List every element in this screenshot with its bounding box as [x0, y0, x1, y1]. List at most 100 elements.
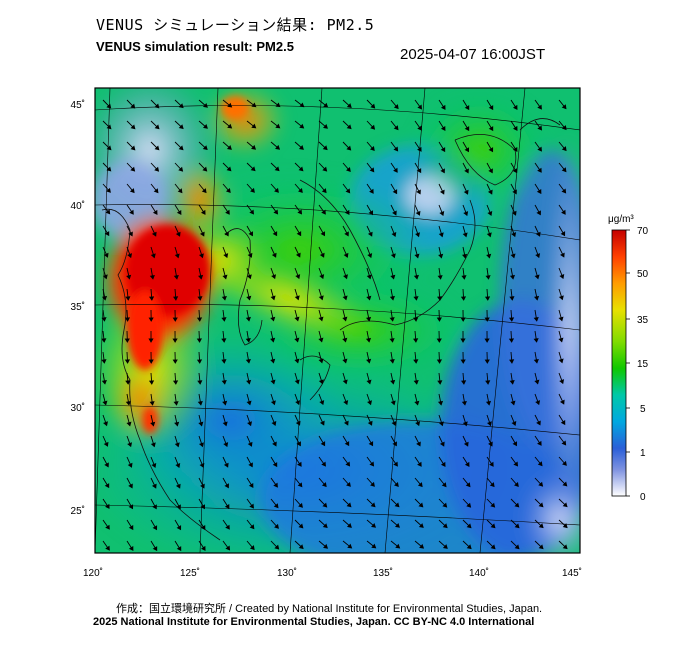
- wind-arrow-head: [202, 166, 208, 172]
- wind-arrow-head: [152, 525, 158, 531]
- wind-arrow-head: [246, 274, 252, 280]
- wind-arrow-head: [514, 523, 520, 529]
- wind-arrow-head: [369, 146, 375, 151]
- wind-arrow-head: [323, 102, 329, 108]
- wind-arrow-head: [489, 482, 495, 488]
- wind-arrow-head: [295, 420, 301, 426]
- wind-arrow-head: [274, 523, 279, 529]
- wind-arrow-head: [366, 295, 372, 301]
- wind-arrow-head: [197, 296, 203, 301]
- wind-arrow-head: [246, 295, 252, 301]
- wind-arrow-head: [148, 359, 154, 364]
- wind-arrow-head: [172, 359, 178, 364]
- wind-arrow-head: [198, 442, 204, 448]
- wind-arrow-head: [416, 189, 421, 195]
- wind-arrow-head: [294, 316, 300, 322]
- wind-arrow-head: [533, 358, 539, 364]
- wind-arrow-head: [419, 543, 425, 549]
- wind-arrow-head: [418, 502, 424, 508]
- wind-arrow-head: [460, 338, 466, 343]
- wind-arrow-head: [560, 252, 565, 258]
- wind-arrow-head: [202, 124, 208, 129]
- wind-arrow-head: [394, 481, 399, 487]
- wind-arrow-head: [105, 503, 110, 509]
- wind-arrow-head: [440, 461, 446, 467]
- wind-arrow-head: [346, 481, 351, 487]
- wind-arrow-head: [271, 420, 277, 426]
- wind-arrow-head: [101, 379, 107, 385]
- wind-arrow-head: [104, 231, 110, 237]
- wind-arrow-head: [392, 210, 397, 216]
- wind-arrow-head: [275, 102, 281, 108]
- wind-arrow-head: [394, 502, 400, 508]
- wind-arrow-head: [248, 482, 254, 489]
- wind-arrow-head: [514, 502, 520, 508]
- wind-arrow-head: [199, 231, 205, 237]
- wind-arrow-head: [413, 359, 419, 364]
- wind-arrow-head: [172, 380, 179, 385]
- wind-arrow-head: [438, 421, 444, 427]
- wind-arrow-head: [103, 441, 109, 447]
- wind-arrow-head: [561, 104, 567, 110]
- wind-arrow-head: [126, 421, 132, 427]
- wind-arrow-head: [221, 338, 227, 343]
- wind-arrow-head: [101, 317, 107, 322]
- wind-arrow-head: [536, 188, 542, 195]
- coastlines: [101, 118, 561, 541]
- wind-arrow-head: [154, 145, 160, 151]
- wind-arrow-head: [126, 274, 132, 280]
- wind-arrow-head: [440, 125, 446, 131]
- wind-arrow-head: [489, 461, 494, 467]
- wind-arrow-head: [484, 359, 490, 364]
- wind-arrow-head: [294, 379, 300, 385]
- lon-tick-label: 145˚: [562, 567, 582, 579]
- wind-arrow-head: [514, 544, 520, 550]
- wind-arrow-head: [438, 232, 444, 238]
- wind-arrow-head: [413, 317, 419, 322]
- wind-arrow-head: [128, 483, 133, 489]
- wind-arrow-head: [466, 523, 472, 529]
- wind-arrow-head: [371, 522, 377, 528]
- wind-arrow-head: [509, 274, 515, 280]
- wind-arrow-head: [125, 296, 131, 301]
- colorbar-label: 50: [637, 269, 649, 280]
- wind-arrow-head: [130, 145, 136, 151]
- wind-arrow-head: [365, 337, 372, 343]
- colorbar: μg/m³ 70 50 35 15 5 1 0: [608, 214, 649, 503]
- wind-arrow-head: [154, 124, 160, 130]
- wind-arrow-head: [436, 317, 442, 322]
- wind-arrow-head: [274, 166, 280, 172]
- wind-arrow-head: [367, 420, 373, 426]
- wind-arrow-head: [512, 104, 518, 110]
- wind-arrow-head: [320, 441, 326, 447]
- wind-arrow-head: [270, 379, 276, 385]
- wind-arrow-head: [368, 210, 374, 216]
- wind-arrow-head: [415, 232, 420, 238]
- wind-vector-field: [101, 99, 568, 552]
- wind-arrow-head: [271, 252, 277, 258]
- lon-tick-label: 120˚: [83, 567, 103, 579]
- timestamp: 2025-04-07 16:00JST: [400, 46, 546, 63]
- wind-arrow-head: [389, 295, 395, 301]
- wind-arrow-head: [198, 274, 204, 280]
- wind-arrow-head: [417, 146, 422, 152]
- wind-arrow-head: [149, 274, 155, 280]
- wind-arrow-head: [152, 209, 158, 215]
- wind-arrow-head: [298, 166, 304, 172]
- wind-arrow-head: [439, 211, 445, 217]
- wind-arrow-head: [460, 296, 467, 301]
- wind-arrow-head: [417, 461, 422, 467]
- wind-arrow-head: [484, 296, 491, 301]
- wind-arrow-head: [322, 502, 328, 508]
- wind-arrow-head: [299, 102, 305, 108]
- wind-arrow-head: [440, 104, 446, 110]
- wind-arrow-head: [128, 545, 134, 552]
- lat-tick-label: 25˚: [71, 505, 85, 517]
- wind-arrow-head: [270, 316, 276, 322]
- wind-arrow-head: [294, 295, 300, 301]
- wind-arrow-head: [103, 252, 109, 258]
- wind-arrow-head: [101, 295, 108, 301]
- wind-arrow-head: [224, 231, 229, 237]
- wind-arrow-head: [367, 253, 373, 259]
